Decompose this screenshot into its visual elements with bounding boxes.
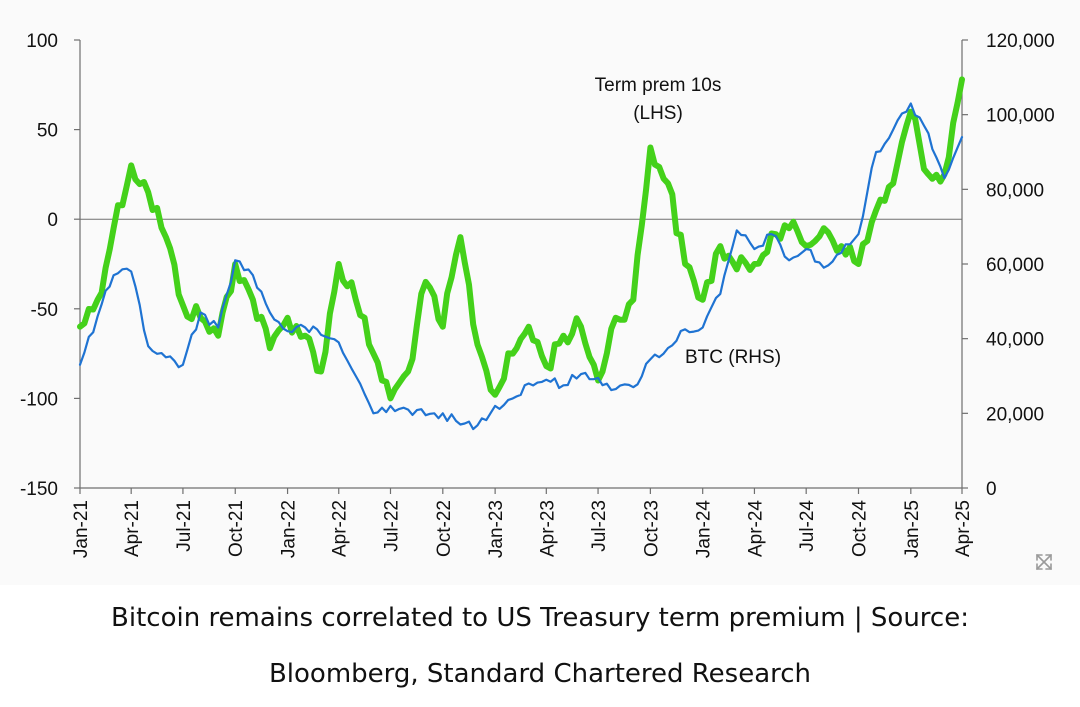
- x-tick-label: Apr-23: [537, 500, 558, 557]
- x-tick-label: Jul-24: [797, 500, 818, 552]
- x-tick-label: Oct-22: [434, 500, 455, 557]
- right-tick-label: 80,000: [986, 180, 1044, 201]
- left-tick-label: 0: [47, 210, 58, 231]
- x-tick-label: Apr-22: [330, 500, 351, 557]
- x-tick-label: Jan-25: [902, 500, 923, 558]
- x-tick-label: Jan-23: [486, 500, 507, 558]
- caption-line-1: Bitcoin remains correlated to US Treasur…: [111, 603, 969, 633]
- right-tick-label: 120,000: [986, 31, 1055, 52]
- chart-area: 100 50 0 -50 -100 -150 120,000 100,000 80,000 60,…: [19, 31, 1055, 559]
- term-premium-annotation-line2: (LHS): [633, 103, 683, 124]
- dual-axis-line-chart: 100 50 0 -50 -100 -150 120,000 100,000 80,000 60,…: [20, 31, 1055, 559]
- right-tick-label: 40,000: [986, 330, 1044, 351]
- x-tick-label: Oct-24: [850, 500, 871, 557]
- x-tick-label: Apr-25: [953, 500, 974, 557]
- term-premium-series-line: [77, 76, 965, 402]
- term-premium-annotation-line1: Term prem 10s: [595, 75, 722, 96]
- right-tick-label: 100,000: [986, 106, 1055, 127]
- x-tick-label: Oct-21: [226, 500, 247, 557]
- left-tick-label: 50: [37, 121, 58, 142]
- right-tick-label: 0: [986, 479, 997, 500]
- x-tick-label: Jan-21: [71, 500, 92, 558]
- left-tick-label: -150: [20, 479, 58, 500]
- figure-caption: Bitcoin remains correlated to US Treasur…: [40, 590, 1040, 702]
- left-tick-label: -100: [20, 389, 58, 410]
- x-tick-label: Jul-22: [381, 500, 402, 552]
- x-tick-label: Oct-23: [641, 500, 662, 557]
- left-tick-label: 100: [26, 31, 58, 52]
- x-tick-label: Jul-23: [589, 500, 610, 552]
- btc-series-line: [78, 102, 964, 431]
- x-tick-label: Jan-22: [279, 500, 300, 558]
- expand-arrows-icon[interactable]: [1033, 551, 1055, 573]
- left-tick-label: -50: [31, 300, 58, 321]
- x-tick-label: Apr-24: [745, 500, 766, 557]
- x-tick-label: Jan-24: [694, 500, 715, 559]
- caption-line-2: Bloomberg, Standard Chartered Research: [268, 659, 812, 689]
- right-tick-label: 60,000: [986, 255, 1044, 276]
- btc-annotation: BTC (RHS): [685, 347, 781, 368]
- right-tick-label: 20,000: [986, 404, 1044, 425]
- x-tick-label: Jul-21: [174, 500, 195, 552]
- expand-arrows-glyph: [1036, 554, 1052, 570]
- x-tick-label: Apr-21: [122, 500, 143, 557]
